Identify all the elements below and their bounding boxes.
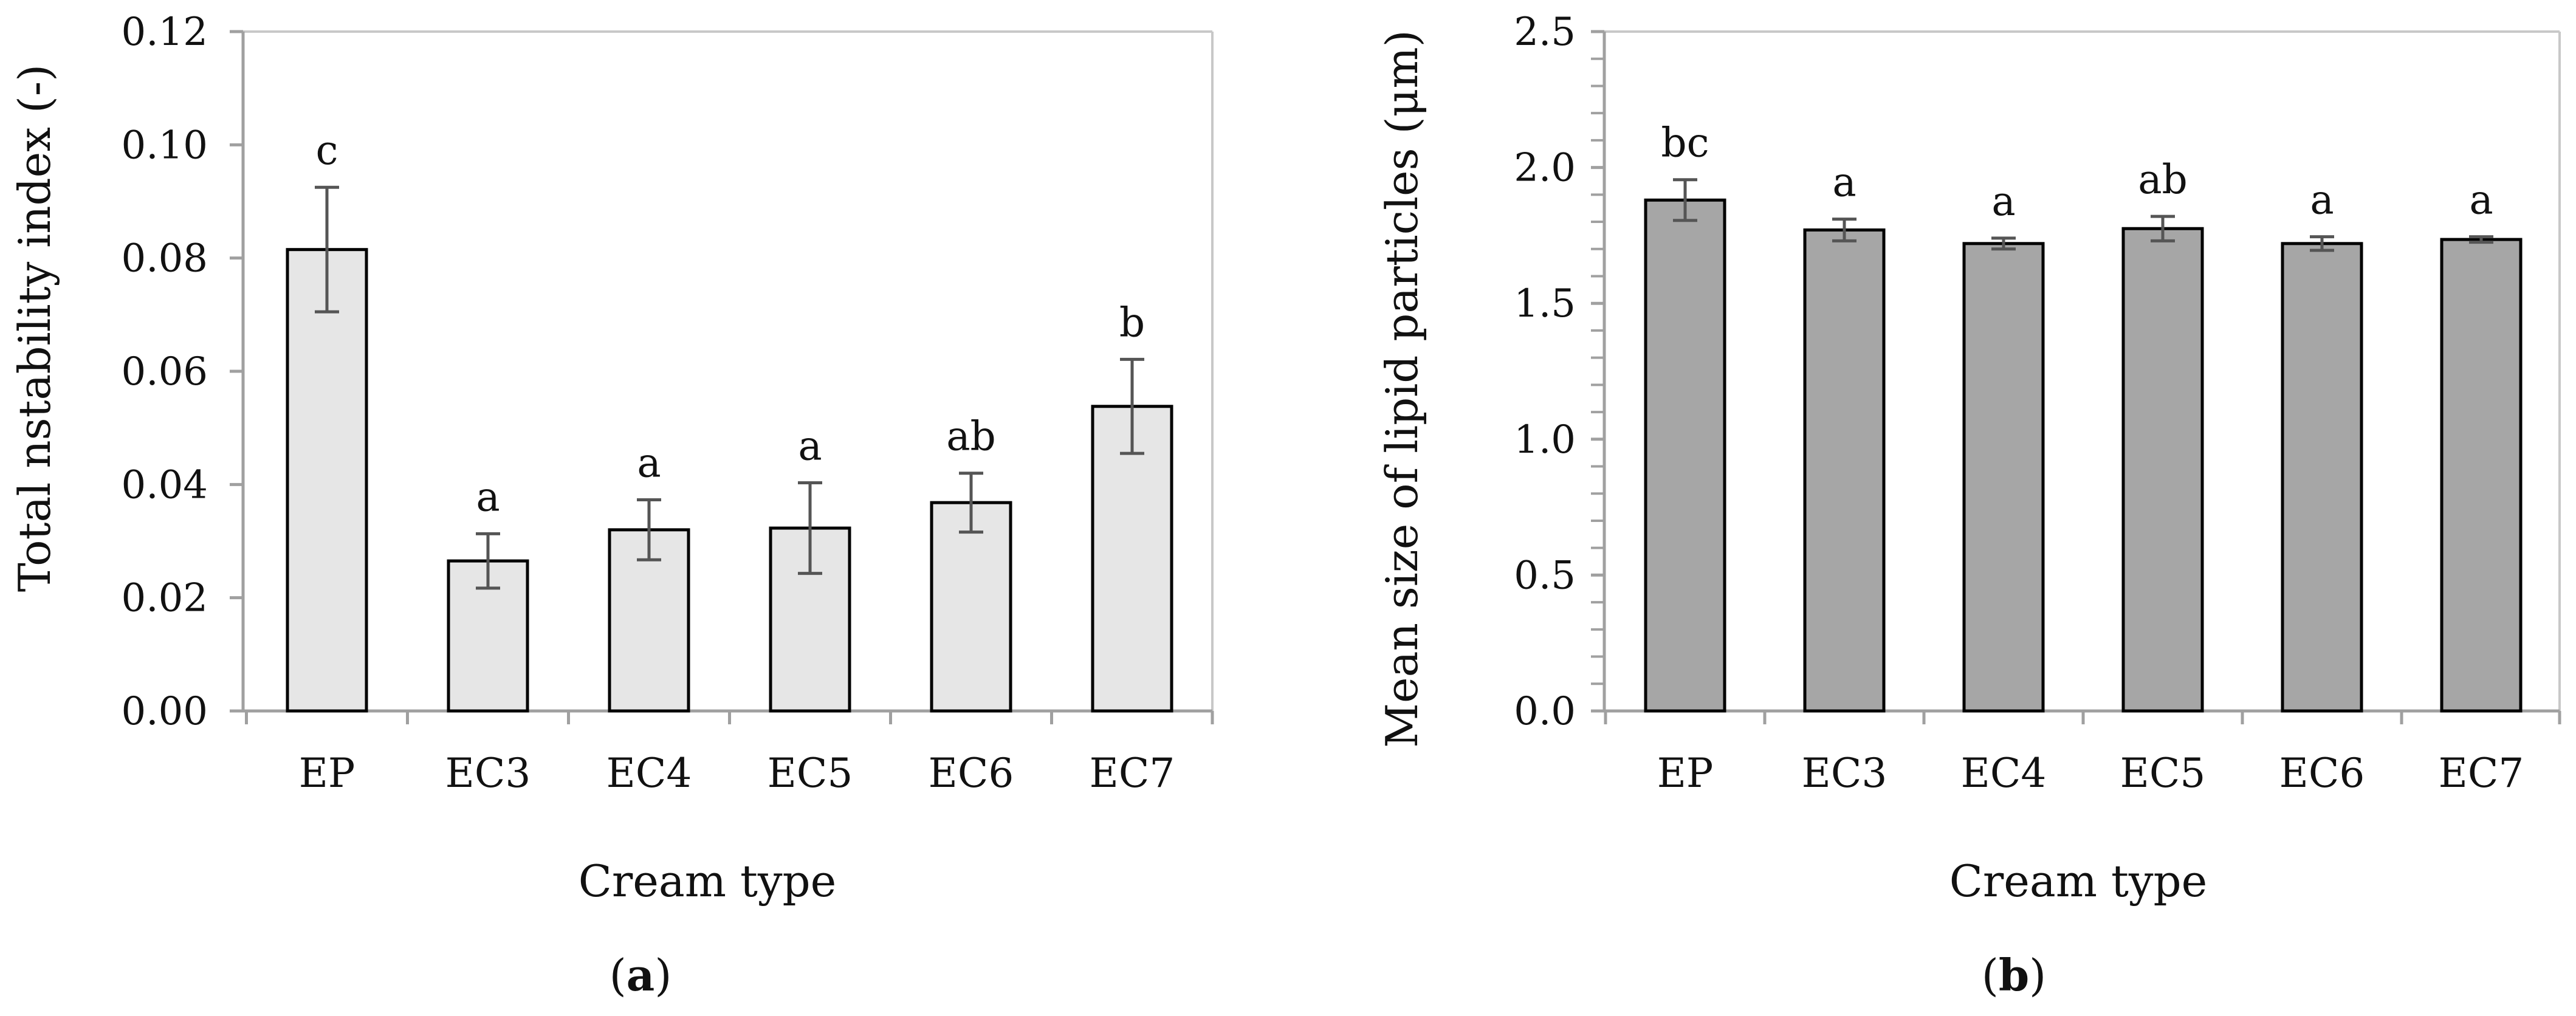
chart-a-bar-ec7	[1091, 405, 1173, 713]
chart-a-x-tick-label: EC3	[445, 750, 531, 797]
chart-a-ylabel: Total nstability index (-)	[9, 64, 60, 592]
chart-a-sig-label: b	[1119, 299, 1145, 346]
chart-a-sig-label: a	[798, 423, 822, 470]
chart-b-y-tick-label: 1.5	[1514, 281, 1576, 326]
chart-a-y-tick-label: 0.00	[122, 689, 208, 734]
chart-a-panel-letter: a	[627, 949, 655, 1001]
chart-a-y-tick-label: 0.08	[122, 236, 208, 281]
chart-b-ylabel: Mean size of lipid particles (μm)	[1376, 30, 1427, 747]
chart-a-bar-ec6	[930, 501, 1012, 713]
chart-b-y-tick-label: 0.5	[1514, 553, 1576, 598]
chart-b-x-tick-label: EC5	[2120, 750, 2206, 797]
chart-b-y-tick-label: 0.0	[1514, 689, 1576, 734]
chart-a-x-tick-label: EC4	[606, 750, 692, 797]
chart-a-panel-label: (a)	[610, 949, 672, 1001]
chart-a-sig-label: a	[476, 473, 500, 520]
chart-a-x-tick-label: EC6	[929, 750, 1014, 797]
chart-b-x-tick-label: EC6	[2279, 750, 2365, 797]
chart-a: 0.00 0.02 0.04 0.06 0.08 0.10 0.12 c EP a EC3 a EC4 a…	[9, 10, 1214, 1001]
chart-b-panel-label: (b)	[1982, 949, 2047, 1001]
chart-b: 0.00.51.01.52.02.5bcEPaEC3aEC4abEC5aEC6a…	[1376, 10, 2561, 1001]
chart-b-x-tick-label: EP	[1657, 750, 1714, 797]
chart-a-bar-ep	[286, 248, 368, 713]
chart-b-x-tick-label: EC7	[2439, 750, 2524, 797]
chart-b-x-tick-label: EC4	[1961, 750, 2047, 797]
chart-a-x-tick-label: EC7	[1090, 750, 1175, 797]
chart-a-y-tick-label: 0.06	[122, 349, 208, 394]
chart-a-y-tick-label: 0.12	[122, 10, 208, 55]
chart-b-y-tick-label: 1.0	[1514, 417, 1576, 462]
chart-b-bar-ec3	[1803, 228, 1886, 713]
chart-b-sig-label: a	[2469, 177, 2493, 224]
chart-a-plot-area: 0.00 0.02 0.04 0.06 0.08 0.10 0.12 c EP a EC3 a EC4 a…	[122, 10, 1214, 797]
chart-b-xlabel: Cream type	[1949, 856, 2208, 907]
chart-a-y-tick-label: 0.02	[122, 576, 208, 621]
chart-b-x-tick-label: EC3	[1802, 750, 1887, 797]
chart-b-sig-label: ab	[2138, 156, 2188, 203]
chart-a-x-tick-label: EP	[299, 750, 355, 797]
chart-b-sig-label: a	[1991, 178, 2015, 225]
chart-b-bar-ec4	[1962, 242, 2045, 713]
chart-b-sig-label: a	[1832, 159, 1856, 206]
chart-b-bar-ep	[1644, 198, 1726, 713]
chart-b-panel-letter: b	[1999, 949, 2029, 1001]
chart-a-sig-label: a	[637, 439, 661, 486]
chart-a-y-tick-label: 0.10	[122, 123, 208, 168]
chart-b-bar-ec6	[2281, 242, 2363, 713]
chart-b-bar-ec7	[2440, 238, 2523, 713]
chart-a-sig-label: c	[316, 127, 338, 174]
chart-b-y-tick-label: 2.0	[1514, 146, 1576, 191]
chart-b-plot-area: 0.0 0.5 1.0 1.5 2.0 2.5 bc EP a EC3 a EC4 ab EC5 a EC6 a…	[1514, 10, 2561, 797]
chart-a-y-tick-label: 0.04	[122, 462, 208, 507]
chart-b-sig-label: a	[2310, 177, 2334, 224]
chart-a-sig-label: ab	[946, 413, 996, 460]
chart-b-y-tick-label: 2.5	[1514, 10, 1576, 55]
chart-a-x-tick-label: EC5	[768, 750, 853, 797]
chart-a-xlabel: Cream type	[579, 856, 837, 907]
chart-b-sig-label: bc	[1661, 120, 1709, 166]
chart-b-bar-ec5	[2121, 227, 2204, 713]
